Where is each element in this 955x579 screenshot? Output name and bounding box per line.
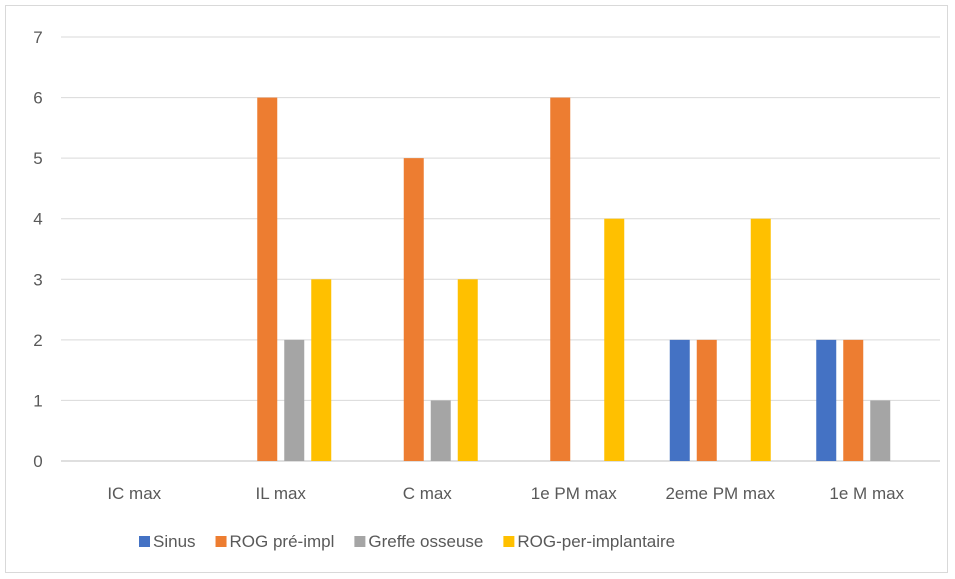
- x-tick-label: IC max: [107, 484, 161, 503]
- bar: [257, 97, 278, 462]
- x-tick-label: 1e M max: [829, 484, 904, 503]
- y-tick-label: 5: [33, 149, 42, 168]
- bar: [430, 400, 451, 461]
- bar: [604, 218, 625, 461]
- y-tick-label: 1: [33, 391, 42, 410]
- legend-swatch: [139, 536, 150, 547]
- bar: [550, 97, 571, 462]
- y-tick-label: 4: [33, 210, 42, 229]
- legend-label: Greffe osseuse: [368, 532, 483, 551]
- x-tick-label: C max: [403, 484, 453, 503]
- legend-label: ROG-per-implantaire: [517, 532, 675, 551]
- x-tick-label: 2eme PM max: [665, 484, 775, 503]
- bar: [843, 339, 864, 461]
- bar: [750, 218, 771, 461]
- y-axis-ticks: 0 1 2 3 4 5 6 7: [33, 28, 42, 471]
- legend: Sinus ROG pré-impl Greffe osseuse ROG-per-i…: [139, 532, 675, 551]
- y-tick-label: 3: [33, 270, 42, 289]
- bar: [816, 339, 837, 461]
- legend-swatch: [503, 536, 515, 547]
- x-axis-ticks: IC max IL max C max 1e PM max 2eme PM max 1e …: [107, 484, 904, 503]
- y-tick-label: 7: [33, 28, 42, 47]
- y-tick-label: 0: [33, 452, 42, 471]
- bar: [403, 158, 424, 461]
- bar: [457, 279, 478, 461]
- x-tick-label: 1e PM max: [531, 484, 617, 503]
- bar: [284, 339, 305, 461]
- bar: [870, 400, 891, 461]
- legend-swatch: [354, 536, 366, 547]
- bar: [311, 279, 332, 461]
- legend-swatch: [215, 536, 227, 547]
- bar: [696, 339, 717, 461]
- bars: [257, 97, 891, 462]
- y-tick-label: 2: [33, 331, 42, 350]
- gridlines: [61, 36, 940, 462]
- legend-label: ROG pré-impl: [230, 532, 335, 551]
- x-tick-label: IL max: [256, 484, 307, 503]
- legend-label: Sinus: [153, 532, 196, 551]
- bar: [669, 339, 690, 461]
- y-tick-label: 6: [33, 89, 42, 108]
